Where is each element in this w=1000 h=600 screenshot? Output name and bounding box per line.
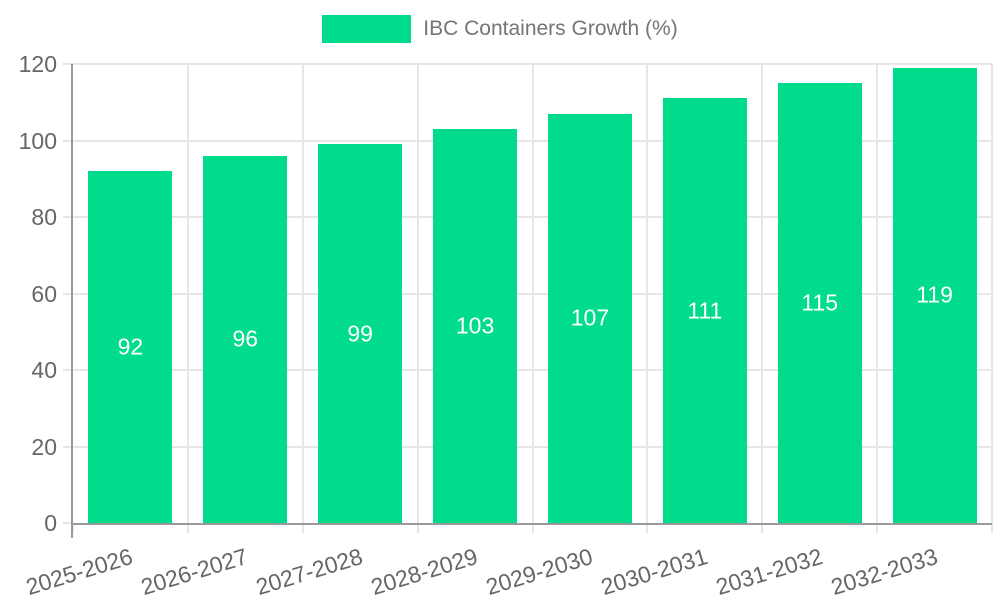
legend-swatch-icon (322, 15, 412, 43)
x-axis-tick-label: 2032-2033 (827, 543, 941, 600)
y-tick-mark (63, 63, 73, 65)
x-tick-mark (416, 523, 419, 533)
bar-value-label: 119 (916, 281, 953, 308)
bar[interactable]: 99 (318, 144, 403, 523)
x-tick-mark (531, 523, 534, 533)
gridline-vertical (761, 64, 764, 523)
x-axis-tick-label: 2025-2026 (23, 543, 137, 600)
y-tick-mark (63, 522, 73, 524)
x-tick-mark (991, 523, 993, 533)
gridline-vertical (416, 64, 419, 523)
bar-value-label: 103 (455, 312, 495, 339)
gridline-vertical (531, 64, 534, 523)
plot-area: 0 20 40 60 80 100 120 92 96 99 103 107 111 115 119 2025… (19, 51, 993, 600)
y-axis-tick-label: 120 (18, 51, 57, 77)
y-tick-mark (63, 292, 73, 295)
bar-value-label: 111 (687, 297, 723, 324)
bar-value-label: 107 (570, 304, 610, 331)
x-axis-tick-label: 2029-2030 (482, 543, 596, 600)
y-axis-tick-label: 80 (31, 204, 57, 230)
gridline-vertical (301, 64, 304, 523)
bar[interactable]: 103 (433, 129, 518, 523)
y-tick-mark (63, 369, 73, 371)
x-tick-mark (186, 523, 189, 533)
x-axis-tick-label: 2030-2031 (597, 543, 711, 600)
gridline-vertical (876, 64, 879, 523)
gridline-vertical (646, 64, 649, 523)
y-axis-tick-label: 20 (31, 433, 57, 460)
bar[interactable]: 111 (662, 98, 747, 523)
gridline-vertical (186, 64, 189, 523)
bar-value-label: 115 (801, 289, 839, 316)
x-axis-tick-label: 2026-2027 (138, 543, 251, 600)
x-tick-mark (72, 523, 74, 533)
legend-item[interactable]: IBC Containers Growth (%) (0, 15, 1000, 43)
x-axis-tick-label: 2031-2032 (712, 543, 826, 600)
x-tick-mark (646, 523, 649, 533)
bar-value-label: 99 (347, 320, 373, 347)
bar[interactable]: 92 (88, 171, 173, 523)
y-tick-mark (63, 216, 73, 218)
bar[interactable]: 107 (547, 113, 632, 523)
x-axis-line (73, 523, 992, 525)
bar-value-label: 92 (117, 333, 144, 360)
y-axis-tick-label: 60 (31, 280, 57, 307)
legend-label: IBC Containers Growth (%) (423, 17, 678, 40)
bar[interactable]: 115 (777, 83, 862, 523)
y-tick-mark (63, 139, 73, 142)
x-tick-mark (301, 523, 304, 533)
gridline-vertical (991, 64, 993, 523)
x-axis-tick-label: 2028-2029 (367, 543, 481, 600)
y-axis-tick-label: 40 (31, 357, 57, 383)
x-tick-mark (761, 523, 764, 533)
bar[interactable]: 96 (203, 155, 288, 523)
y-axis-line (71, 64, 73, 538)
y-axis-tick-label: 100 (18, 127, 57, 154)
bar[interactable]: 119 (892, 67, 977, 523)
y-tick-mark (63, 445, 73, 448)
x-tick-mark (876, 523, 879, 533)
bar-value-label: 96 (232, 325, 259, 352)
y-axis-tick-label: 0 (44, 510, 57, 536)
x-axis-tick-label: 2027-2028 (252, 543, 366, 600)
